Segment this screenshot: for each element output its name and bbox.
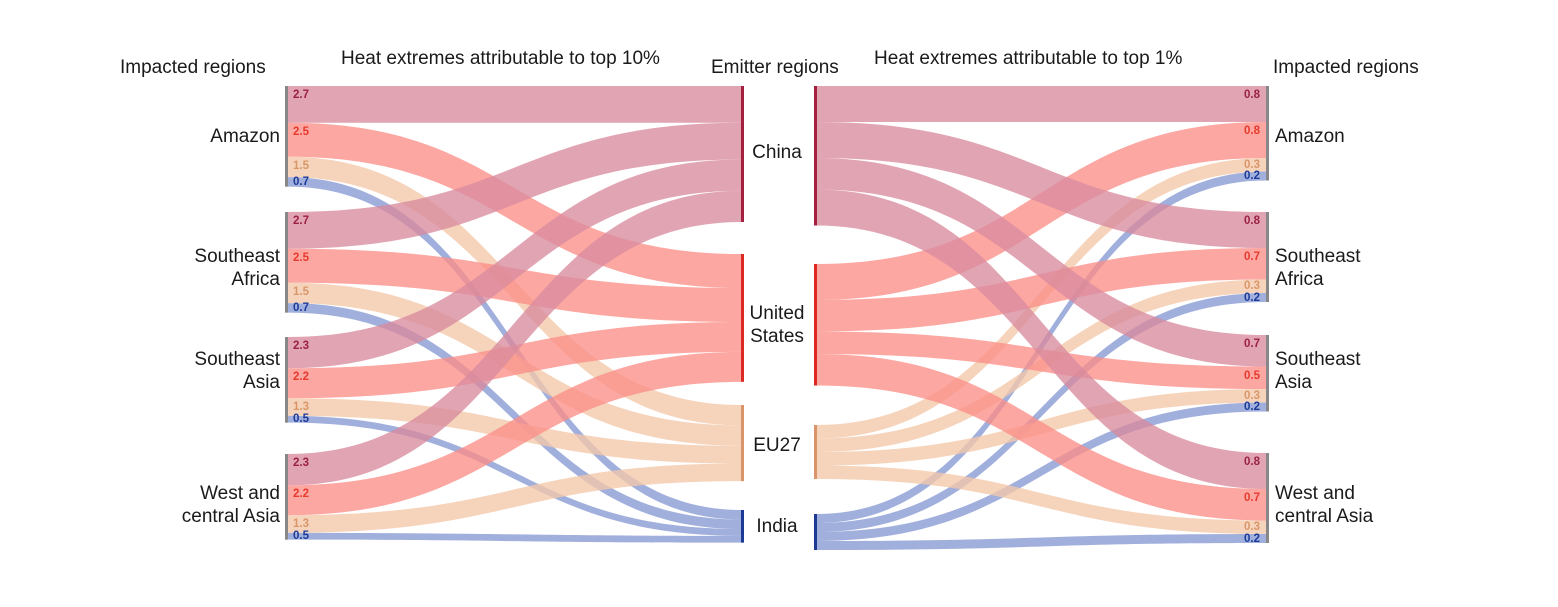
top10-emitter-bar-eu27 <box>741 405 744 482</box>
top1-value-amazon-china: 0.8 <box>1244 89 1260 101</box>
top10-flow-southeast-africa-united-states <box>288 248 742 322</box>
emitter-china-label: China <box>752 142 802 163</box>
top10-title: Heat extremes attributable to top 10% <box>341 48 660 69</box>
top10-flow-southeast-africa-india <box>288 303 742 530</box>
top10-value-amazon-india: 0.7 <box>293 175 309 188</box>
top1-region-bar-southeast-asia <box>1266 335 1269 412</box>
emitter-united-states-label: United States <box>749 303 805 347</box>
top1-flow-amazon-united-states <box>816 122 1266 300</box>
top1-flow-west-and-central-asia-india <box>816 534 1266 550</box>
top1-value-southeast-asia-india: 0.2 <box>1244 401 1260 413</box>
top10-region-bar-amazon <box>285 86 288 187</box>
top10-value-amazon-united-states: 2.5 <box>293 125 309 138</box>
top1-region-bar-west-and-central-asia <box>1266 453 1269 543</box>
top10-flow-west-and-central-asia-united-states <box>288 351 742 516</box>
right-region-southeast-africa: Southeast Africa <box>1275 246 1361 290</box>
emitter-eu27-label: EU27 <box>753 435 801 456</box>
top1-flow-southeast-africa-india <box>816 293 1266 532</box>
top10-region-bar-southeast-africa <box>285 212 288 313</box>
top10-region-bar-west-and-central-asia <box>285 454 288 540</box>
top1-value-southeast-asia-united-states: 0.5 <box>1244 369 1260 382</box>
top10-value-southeast-africa-eu27: 1.5 <box>293 285 309 298</box>
top1-flow-southeast-asia-india <box>816 402 1266 541</box>
top1-value-west-and-central-asia-united-states: 0.7 <box>1244 492 1260 504</box>
top1-emitter-bar-eu27 <box>814 425 817 479</box>
top1-flow-west-and-central-asia-eu27 <box>816 465 1266 534</box>
emitter-india-label: India <box>756 516 798 537</box>
top10-emitter-bar-united-states <box>741 254 744 382</box>
top10-value-southeast-asia-united-states: 2.2 <box>293 371 309 384</box>
top1-title: Heat extremes attributable to top 1% <box>874 48 1183 69</box>
top10-flow-amazon-china <box>288 86 742 123</box>
top1-flow-southeast-africa-china <box>816 122 1266 248</box>
right-region-amazon: Amazon <box>1275 126 1345 147</box>
top1-emitter-bar-india <box>814 514 817 550</box>
top10-flow-west-and-central-asia-eu27 <box>288 463 742 533</box>
top10-emitter-bar-china <box>741 86 744 222</box>
top1-flow-southeast-africa-united-states <box>816 248 1266 332</box>
right-impacted-header: Impacted regions <box>1273 57 1419 78</box>
top10-flow-southeast-asia-china <box>288 159 742 369</box>
top10-emitter-bar-india <box>741 510 744 543</box>
top1-flow-amazon-china <box>816 86 1266 122</box>
top10-flow-group <box>288 86 742 543</box>
top1-value-west-and-central-asia-eu27: 0.3 <box>1244 521 1260 534</box>
top1-flow-southeast-asia-china <box>816 158 1266 367</box>
top10-value-west-and-central-asia-china: 2.3 <box>293 457 309 469</box>
top1-value-southeast-africa-eu27: 0.3 <box>1244 280 1260 293</box>
right-region-west-central-asia: West and central Asia <box>1275 483 1374 527</box>
left-region-southeast-asia: Southeast Asia <box>194 349 280 393</box>
top10-region-bar-southeast-asia <box>285 337 288 423</box>
top1-emitter-bar-china <box>814 86 817 226</box>
left-region-amazon: Amazon <box>210 126 280 147</box>
top1-value-southeast-africa-united-states: 0.7 <box>1244 251 1260 263</box>
top10-value-west-and-central-asia-india: 0.5 <box>293 530 309 543</box>
top10-value-southeast-asia-eu27: 1.3 <box>293 401 309 414</box>
left-region-west-central-asia: West and central Asia <box>181 483 280 527</box>
top1-region-bar-southeast-africa <box>1266 212 1269 302</box>
top1-value-amazon-eu27: 0.3 <box>1244 158 1260 171</box>
top1-flow-west-and-central-asia-united-states <box>816 354 1266 521</box>
top1-value-southeast-asia-china: 0.7 <box>1244 338 1260 350</box>
top10-value-southeast-africa-united-states: 2.5 <box>293 251 309 264</box>
top1-value-southeast-africa-india: 0.2 <box>1244 291 1260 304</box>
emitter-header: Emitter regions <box>711 57 839 78</box>
top10-flow-west-and-central-asia-china <box>288 190 742 486</box>
top10-value-southeast-asia-china: 2.3 <box>293 340 309 352</box>
top1-value-amazon-united-states: 0.8 <box>1244 125 1260 137</box>
top10-value-southeast-africa-china: 2.7 <box>293 215 309 227</box>
top1-emitter-bar-united-states <box>814 264 817 386</box>
top10-value-west-and-central-asia-united-states: 2.2 <box>293 488 309 501</box>
right-region-southeast-asia: Southeast Asia <box>1275 349 1361 393</box>
top1-region-bar-amazon <box>1266 86 1269 181</box>
top10-value-amazon-china: 2.7 <box>293 89 309 101</box>
top10-value-west-and-central-asia-eu27: 1.3 <box>293 518 309 531</box>
top10-value-southeast-asia-india: 0.5 <box>293 413 309 426</box>
top1-value-west-and-central-asia-india: 0.2 <box>1244 532 1260 545</box>
top1-value-southeast-asia-eu27: 0.3 <box>1244 389 1260 402</box>
left-region-southeast-africa: Southeast Africa <box>194 246 280 290</box>
top1-value-southeast-africa-china: 0.8 <box>1244 215 1260 227</box>
top1-value-west-and-central-asia-china: 0.8 <box>1244 456 1260 468</box>
top10-flow-west-and-central-asia-india <box>288 532 742 543</box>
top10-flow-southeast-africa-china <box>288 122 742 249</box>
top10-flow-southeast-asia-india <box>288 415 742 536</box>
top1-flow-west-and-central-asia-china <box>816 189 1266 489</box>
top10-value-southeast-africa-india: 0.7 <box>293 301 309 314</box>
top10-value-amazon-eu27: 1.5 <box>293 159 309 172</box>
top1-flow-group <box>816 86 1266 550</box>
top1-value-amazon-india: 0.2 <box>1244 170 1260 182</box>
top10-flow-southeast-asia-united-states <box>288 322 742 399</box>
top1-flow-southeast-asia-united-states <box>816 331 1266 389</box>
left-impacted-header: Impacted regions <box>120 57 266 78</box>
